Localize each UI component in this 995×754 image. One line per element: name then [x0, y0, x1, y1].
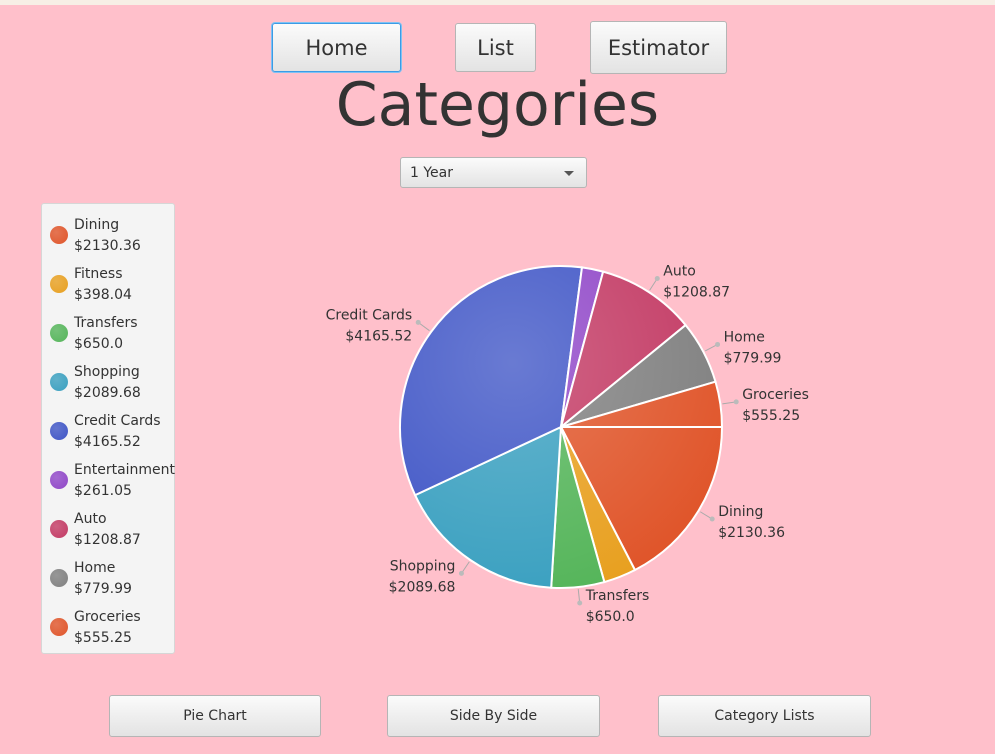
- legend-label: Entertainment: [74, 462, 176, 478]
- legend-label: Credit Cards: [74, 413, 161, 429]
- pie-slice-transfers: [550, 426, 606, 589]
- legend-value: $650.0: [74, 336, 123, 352]
- legend-swatch: [50, 324, 68, 342]
- slice-label-value: $4165.52: [345, 328, 412, 344]
- label-leader-line: [577, 589, 581, 604]
- period-select[interactable]: 1 Year: [400, 157, 587, 188]
- slice-label-name: Home: [724, 329, 765, 345]
- slice-label-name: Dining: [718, 504, 763, 520]
- slice-label-value: $650.0: [586, 609, 635, 625]
- legend-swatch: [50, 618, 68, 636]
- legend-swatch: [50, 520, 68, 538]
- slice-label-value: $555.25: [742, 408, 800, 424]
- pie-slice-fitness: [560, 426, 637, 584]
- window-top-strip: [0, 0, 995, 5]
- slice-label-name: Credit Cards: [326, 307, 413, 323]
- slice-label-value: $2130.36: [718, 525, 785, 541]
- pie-slice-credit-cards: [399, 264, 584, 497]
- legend-value: $2089.68: [74, 385, 141, 401]
- legend-value: $1208.87: [74, 532, 141, 548]
- legend-item-entertainment: Entertainment $261.05: [50, 454, 176, 499]
- period-select-value: 1 Year: [410, 164, 453, 181]
- side-by-side-button[interactable]: Side By Side: [387, 695, 600, 737]
- legend-label: Auto: [74, 511, 107, 527]
- pie-slice-dining: [559, 426, 724, 572]
- slice-label-name: Auto: [663, 263, 696, 279]
- pie-slice-entertainment: [560, 266, 605, 428]
- page-title: Categories: [335, 70, 660, 140]
- legend-item-credit-cards: Credit Cards $4165.52: [50, 405, 174, 450]
- slice-label-value: $2089.68: [389, 579, 456, 595]
- pie-chart-button[interactable]: Pie Chart: [109, 695, 321, 737]
- slice-label-name: Transfers: [585, 588, 650, 604]
- legend-value: $555.25: [74, 630, 132, 646]
- pie-slice-auto: [559, 270, 688, 430]
- slice-label-name: Shopping: [390, 558, 456, 574]
- list-button[interactable]: List: [455, 23, 536, 72]
- legend-label: Fitness: [74, 266, 123, 282]
- legend-item-fitness: Fitness $398.04: [50, 258, 174, 303]
- pie-gloss: [400, 266, 722, 588]
- legend-value: $4165.52: [74, 434, 141, 450]
- label-leader-dot: [458, 570, 464, 576]
- legend-item-transfers: Transfers $650.0: [50, 307, 174, 352]
- slice-label-value: $779.99: [724, 350, 782, 366]
- legend-label: Transfers: [74, 315, 138, 331]
- legend-label: Groceries: [74, 609, 141, 625]
- legend-swatch: [50, 275, 68, 293]
- home-button[interactable]: Home: [272, 23, 401, 72]
- legend-value: $779.99: [74, 581, 132, 597]
- legend-swatch: [50, 471, 68, 489]
- legend-item-groceries: Groceries $555.25: [50, 601, 174, 646]
- legend-value: $261.05: [74, 483, 132, 499]
- legend-label: Home: [74, 560, 116, 576]
- label-leader-dot: [415, 319, 421, 325]
- chart-legend: Dining $2130.36 Fitness $398.04 Transfers $65…: [41, 203, 175, 654]
- legend-swatch: [50, 226, 68, 244]
- pie-slice-shopping: [413, 425, 563, 589]
- chevron-down-icon[interactable]: [564, 171, 574, 176]
- label-leader-line: [722, 401, 737, 405]
- legend-value: $398.04: [74, 287, 132, 303]
- pie-slice-groceries: [560, 380, 724, 428]
- label-leader-dot: [709, 516, 715, 522]
- legend-label: Dining: [74, 217, 120, 233]
- legend-item-auto: Auto $1208.87: [50, 503, 174, 548]
- category-lists-button[interactable]: Category Lists: [658, 695, 871, 737]
- label-leader-dot: [577, 600, 583, 606]
- legend-swatch: [50, 422, 68, 440]
- label-leader-dot: [654, 275, 660, 281]
- label-leader-line: [461, 561, 470, 574]
- pie-slice-home: [560, 323, 717, 428]
- legend-label: Shopping: [74, 364, 140, 380]
- label-leader-line: [417, 322, 430, 332]
- legend-swatch: [50, 569, 68, 587]
- label-leader-line: [649, 278, 658, 291]
- legend-item-shopping: Shopping $2089.68: [50, 356, 174, 401]
- label-leader-dot: [715, 341, 721, 347]
- label-leader-line: [699, 511, 713, 520]
- label-leader-dot: [733, 399, 739, 405]
- slice-label-name: Groceries: [742, 387, 809, 403]
- legend-item-home: Home $779.99: [50, 552, 174, 597]
- legend-item-dining: Dining $2130.36: [50, 209, 174, 254]
- label-leader-line: [704, 343, 718, 352]
- estimator-button[interactable]: Estimator: [590, 21, 727, 74]
- legend-value: $2130.36: [74, 238, 141, 254]
- legend-swatch: [50, 373, 68, 391]
- slice-label-value: $1208.87: [663, 284, 730, 300]
